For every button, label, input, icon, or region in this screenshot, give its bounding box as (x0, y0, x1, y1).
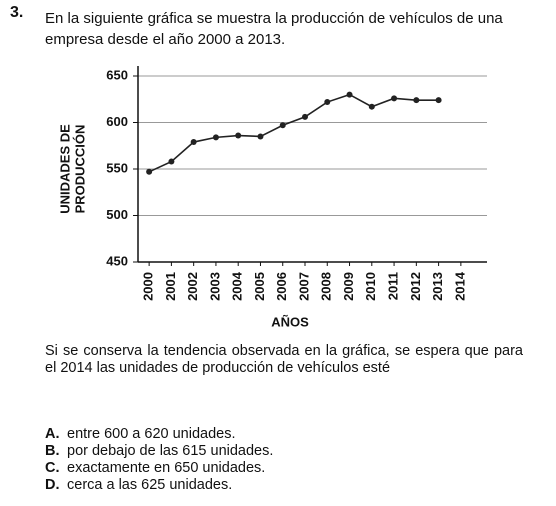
option: C. exactamente en 650 unidades. (45, 460, 273, 477)
option: A. entre 600 a 620 unidades. (45, 426, 273, 443)
y-axis-label: PRODUCCIÓN (72, 125, 87, 214)
option-text: por debajo de las 615 unidades. (67, 443, 274, 459)
data-point (235, 132, 242, 139)
y-tick-label: 600 (106, 114, 128, 129)
data-point (212, 134, 219, 141)
data-point (435, 97, 442, 104)
y-axis-label: UNIDADES DE (57, 124, 72, 214)
x-tick-label: 2009 (341, 272, 356, 301)
option: D. cerca a las 625 unidades. (45, 477, 273, 494)
data-point (168, 158, 175, 165)
x-tick-label: 2010 (363, 272, 378, 301)
data-point (190, 139, 197, 146)
x-tick-label: 2006 (274, 272, 289, 301)
x-tick-label: 2007 (296, 272, 311, 301)
x-tick-label: 2001 (163, 272, 178, 301)
x-tick-label: 2014 (452, 271, 467, 301)
option-letter: D. (45, 477, 60, 493)
option-text: exactamente en 650 unidades. (67, 460, 266, 476)
data-point (368, 103, 375, 110)
data-point (413, 97, 420, 104)
y-tick-label: 650 (106, 67, 128, 82)
y-tick-label: 450 (106, 253, 128, 268)
x-tick-label: 2012 (408, 272, 423, 301)
x-tick-label: 2008 (319, 272, 334, 301)
data-point (324, 99, 331, 106)
option-letter: C. (45, 460, 60, 476)
x-tick-label: 2000 (141, 272, 156, 301)
y-tick-label: 550 (106, 160, 128, 175)
option: B. por debajo de las 615 unidades. (45, 443, 273, 460)
data-point (146, 168, 153, 175)
data-point (257, 133, 264, 140)
x-tick-label: 2002 (185, 272, 200, 301)
options: A. entre 600 a 620 unidades. B. por debajo … (45, 426, 273, 494)
chart: 450 500 550 600 650 2000 2001 2002 2003 2004 2005 2… (57, 66, 487, 329)
data-point (391, 95, 398, 102)
data-line (148, 93, 439, 173)
x-tick-label: 2003 (207, 272, 222, 301)
intro-text: En la siguiente gráfica se muestra la pr… (45, 10, 503, 48)
option-letter: B. (45, 443, 60, 459)
option-letter: A. (45, 426, 60, 442)
option-text: entre 600 a 620 unidades. (67, 426, 236, 442)
x-axis-label: AÑOS (271, 314, 309, 329)
x-tick-label: 2004 (230, 271, 245, 301)
y-tick-label: 500 (106, 207, 128, 222)
data-point (279, 122, 286, 129)
x-tick-label: 2005 (252, 272, 267, 301)
data-point (302, 113, 308, 120)
x-tick-label: 2013 (430, 272, 445, 301)
data-point (346, 91, 353, 98)
question-number: 3. (10, 4, 24, 21)
question-text: Si se conserva la tendencia observada en… (45, 343, 523, 376)
option-text: cerca a las 625 unidades. (67, 477, 233, 493)
x-tick-label: 2011 (386, 272, 401, 300)
